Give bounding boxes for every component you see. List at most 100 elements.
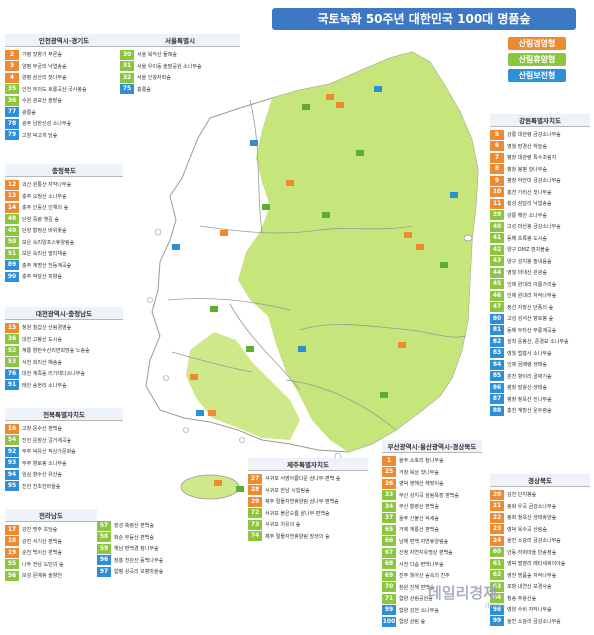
forest-list-item: 52 계룡 향한수산리면희망숲 노송숲 xyxy=(5,345,123,357)
forest-number-badge: 64 xyxy=(490,593,504,604)
marker-green xyxy=(210,306,218,312)
legend-forest-management: 산림경영형 xyxy=(508,37,566,50)
forest-number-badge: 90 xyxy=(5,271,19,282)
forest-number-badge: 19 xyxy=(5,547,19,558)
forest-name: 울주 신불산 억새숲 xyxy=(399,515,439,522)
region-jeju: 제주특별자치도 27 서귀포 서영아름다운 삼나무·편백 숲 28 서귀포 한남 시험림… xyxy=(248,458,368,542)
page-title: 국토녹화 50주년 대한민국 100대 명품숲 xyxy=(272,8,576,30)
forest-number-badge: 48 xyxy=(5,214,19,225)
forest-list-item: 76 대전 계족동 리기테다소나무숲 xyxy=(5,368,123,380)
forest-list-item: 51 보은 속리산 말티재숲 xyxy=(5,248,123,260)
forest-name: 함양 상림 숲 xyxy=(399,619,426,626)
forest-name: 춘천 향이리 골짜기숲 xyxy=(507,373,552,380)
forest-number-badge: 36 xyxy=(5,95,19,106)
forest-number-badge: 5 xyxy=(490,129,504,140)
forest-number-badge: 17 xyxy=(5,524,19,535)
forest-number-badge: 20 xyxy=(490,489,504,500)
forest-name: 함양 상림공원숲 xyxy=(399,596,433,603)
forest-list-item: 35 인천 무의도 호룡곡산·국사봉숲 xyxy=(5,84,123,96)
forest-list-item: 28 서귀포 한남 시험림숲 xyxy=(248,485,368,497)
forest-number-badge: 72 xyxy=(248,508,262,519)
forest-list-item: 21 봉화 우곡 금강소나무숲 xyxy=(490,501,590,513)
forest-number-badge: 49 xyxy=(5,225,19,236)
forest-number-badge: 22 xyxy=(490,512,504,523)
forest-list-item: 47 정선 지장산 단풍의 숲 xyxy=(490,302,590,314)
forest-list-item: 20 김천 단지봉숲 xyxy=(490,489,590,501)
forest-name: 태안 송현리 소나무숲 xyxy=(22,382,67,389)
forest-list-item: 54 진안 운장산 걸거계곡숲 xyxy=(5,435,123,447)
forest-number-badge: 15 xyxy=(5,322,19,333)
forest-list-item: 90 충주 박달산 피향숲 xyxy=(5,271,123,283)
forest-name: 나주 전남 도민의 숲 xyxy=(22,561,64,568)
forest-list-item: 99 함양 강천 소나무숲 xyxy=(382,605,482,617)
forest-list-item: 11 횡성 삼달리 낙엽송숲 xyxy=(490,198,590,210)
region-title: 경상북도 xyxy=(490,474,590,487)
forest-name: 김천 단지봉숲 xyxy=(507,492,537,499)
forest-list-item: 64 청송 주왕산숲 xyxy=(490,593,590,605)
marker-orange xyxy=(214,480,222,486)
forest-list-item: 92 무주 덕유산 적상가문화숲 xyxy=(5,446,123,458)
region-title: 부산광역시·울산광역시·경상북도 xyxy=(382,440,482,453)
forest-list-item: 14 충주 인등산 인재의 숲 xyxy=(5,202,123,214)
forest-name: 보은 속리산 말티재숲 xyxy=(22,251,67,258)
forest-name: 진안 운장산 걸거계곡숲 xyxy=(22,437,72,444)
forest-number-badge: 24 xyxy=(490,535,504,546)
forest-list-item: 94 임실 향수산 유산숲 xyxy=(5,469,123,481)
forest-number-badge: 9 xyxy=(490,175,504,186)
marker-blue xyxy=(250,140,258,146)
forest-name: 순천 백이산 편백숲 xyxy=(22,550,62,557)
region-title: 전북특별자치도 xyxy=(5,408,123,421)
region-title: 서울특별시 xyxy=(120,34,240,47)
forest-number-badge: 26 xyxy=(382,478,396,489)
forest-list-item: 22 봉화 청옥산 생태휴양숲 xyxy=(490,512,590,524)
forest-name: 남해 편백 자연휴양림숲 xyxy=(399,538,449,545)
forest-number-badge: 18 xyxy=(5,536,19,547)
forest-number-badge: 6 xyxy=(490,141,504,152)
forest-number-badge: 2 xyxy=(5,49,19,60)
forest-number-badge: 3 xyxy=(5,61,19,72)
forest-number-badge: 55 xyxy=(5,559,19,570)
marker-green xyxy=(380,392,388,398)
forest-list-item: 53 서천 희리산 해송숲 xyxy=(5,357,123,369)
forest-list-item: 85 춘천 향이리 골짜기숲 xyxy=(490,371,590,383)
forest-name: 영천 명품숲 자작나무숲 xyxy=(507,572,557,579)
forest-name: 동해 초록봉 도시숲 xyxy=(507,235,547,242)
forest-name: 울주 소호리 참나무숲 xyxy=(399,458,444,465)
forest-number-badge: 1 xyxy=(382,455,396,466)
region-jeonnam-col1: 전라남도 17 강진 명주 초당숲 18 강진 서기산 편백숲 19 순천 백이산 편백숲 5… xyxy=(5,509,97,582)
region-gyeongbuk: 경상북도 20 김천 단지봉숲 21 봉화 우곡 금강소나무숲 22 봉화 청옥산 생태휴양… xyxy=(490,474,590,627)
forest-number-badge: 67 xyxy=(382,547,396,558)
forest-number-badge: 39 xyxy=(490,210,504,221)
forest-name: 양구 DMZ 편치볼숲 xyxy=(507,247,550,254)
forest-list-item: 70 창원 진해 편백숲 xyxy=(382,582,482,594)
forest-number-badge: 51 xyxy=(5,248,19,259)
forest-list-item: 29 제주 절물자연휴양림 삼나무·편백숲 xyxy=(248,496,368,508)
forest-list-item: 18 강진 서기산 편백숲 xyxy=(5,536,97,548)
forest-number-badge: 92 xyxy=(5,446,19,457)
forest-name: 임실 향수산 유산숲 xyxy=(22,472,62,479)
region-jeonbuk: 전북특별자치도 16 고창 문수산 편백숲 54 진안 운장산 걸거계곡숲 92 무주 덕유… xyxy=(5,408,123,492)
forest-number-badge: 96 xyxy=(97,555,111,566)
forest-list-item: 23 영덕 옥수곡 산림숲 xyxy=(490,524,590,536)
forest-number-badge: 16 xyxy=(5,423,19,434)
forest-list-item: 15 청양 칠갑산 산림경영숲 xyxy=(5,322,123,334)
forest-list-item: 71 함양 상림공원숲 xyxy=(382,593,482,605)
forest-list-item: 72 서귀포 붉은오름 삼나무·편백숲 xyxy=(248,508,368,520)
forest-number-badge: 100 xyxy=(382,616,396,627)
region-seoul: 서울특별시 30 서울 북악산 둘레숲 31 서울 우이동 솔밭공원 소나무숲 32 서울 … xyxy=(120,34,240,95)
forest-name: 청송 주왕산숲 xyxy=(507,595,537,602)
marker-orange xyxy=(326,94,334,100)
forest-name: 강릉 해안 소나무숲 xyxy=(507,212,547,219)
region-gangwon: 강원특별자치도 5 강릉 대관령 금강소나무숲 6 영월 망경산 하늘숲 7 평창 대관령 … xyxy=(490,114,590,417)
forest-number-badge: 93 xyxy=(5,458,19,469)
forest-name: 홍천 가리산 잣나무숲 xyxy=(507,189,552,196)
forest-number-badge: 69 xyxy=(382,570,396,581)
forest-number-badge: 33 xyxy=(382,490,396,501)
forest-list-item: 32 서울 인왕자락숲 xyxy=(120,72,240,84)
forest-number-badge: 99 xyxy=(490,616,504,627)
forest-list-item: 49 단양 황정산 바위꽃숲 xyxy=(5,225,123,237)
forest-list-item: 80 고성 성석산 향로봉 숲 xyxy=(490,313,590,325)
forest-number-badge: 21 xyxy=(490,501,504,512)
forest-number-badge: 36 xyxy=(5,334,19,345)
forest-list-item: 96 장흥 천관산 동백나무숲 xyxy=(97,555,189,567)
